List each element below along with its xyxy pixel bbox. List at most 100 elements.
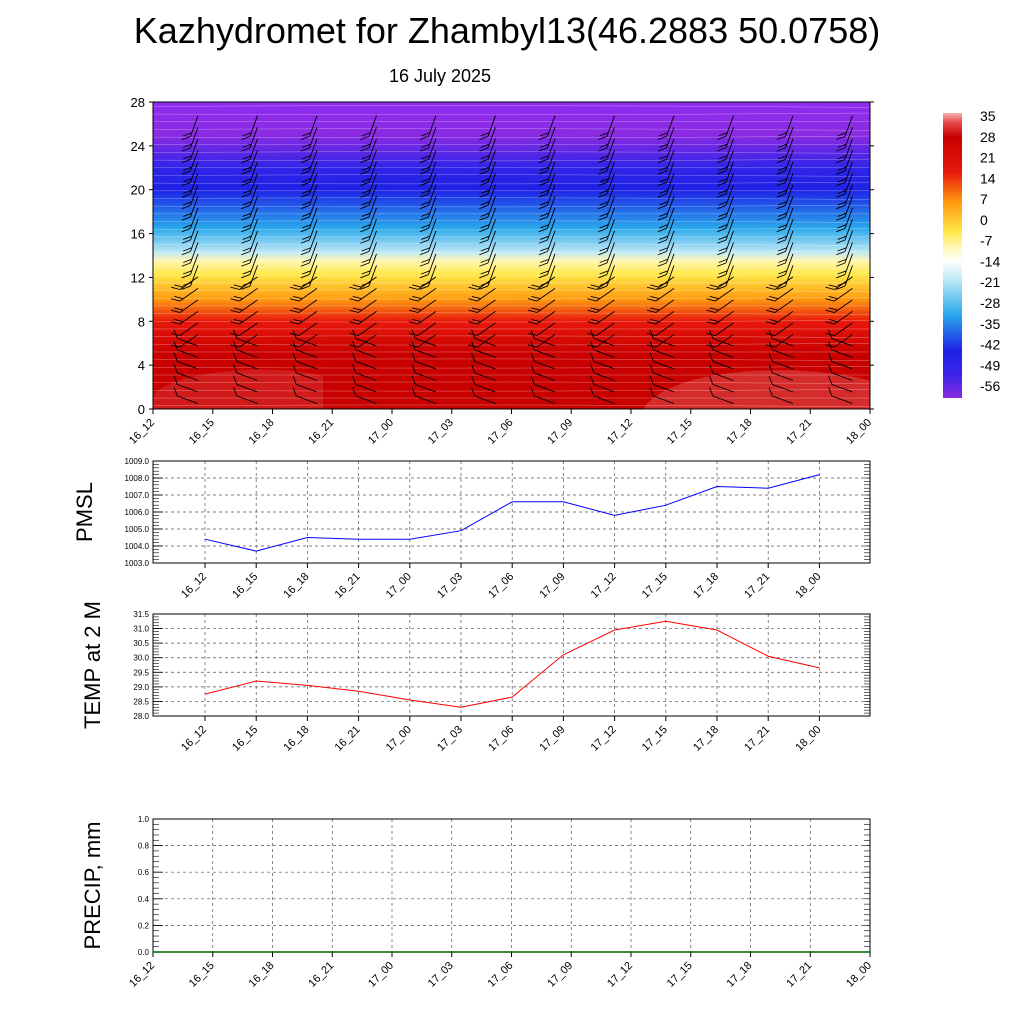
wind-barb	[170, 299, 199, 313]
wind-barb-flag	[352, 307, 362, 311]
x-tick-label: 17_00	[366, 417, 396, 447]
wind-barb	[657, 265, 675, 290]
wind-barb-flag	[361, 247, 371, 252]
wind-barb-flag	[599, 247, 609, 252]
wind-barb	[717, 173, 734, 198]
wind-barb	[530, 364, 556, 381]
wind-barb	[181, 127, 199, 152]
wind-barb-flag	[598, 251, 608, 256]
wind-barb	[598, 115, 615, 141]
wind-barb	[289, 299, 318, 313]
wind-barb-flag	[468, 298, 478, 302]
wind-barb-staff	[179, 334, 199, 348]
wind-barb	[230, 334, 258, 348]
wind-barb-flag	[657, 135, 667, 141]
wind-barb-staff	[236, 349, 258, 358]
wind-barb-flag	[778, 212, 788, 217]
wind-barb	[360, 161, 377, 187]
y-tick-label: 16	[131, 227, 145, 242]
wind-barb-flag	[300, 170, 310, 175]
wind-barb-flag	[349, 332, 359, 336]
wind-barb-flag	[480, 247, 490, 252]
wind-barb-flag	[765, 286, 776, 290]
contour-line	[152, 174, 871, 177]
contour-line	[152, 158, 871, 162]
wind-barb-flag	[718, 201, 728, 206]
wind-barb-flag	[718, 155, 728, 160]
wind-barb	[419, 242, 437, 267]
x-tick-label: 17_00	[384, 724, 414, 754]
colorbar-label: 14	[980, 170, 996, 186]
wind-barb	[349, 299, 377, 313]
wind-barb	[300, 196, 318, 221]
wind-barb-staff	[653, 395, 675, 404]
wind-barb	[776, 161, 794, 187]
wind-barb-staff	[831, 372, 853, 381]
wind-barb-flag	[836, 158, 846, 164]
wind-barb-flag	[183, 270, 193, 275]
wind-barb	[717, 138, 734, 164]
wind-barb-flag	[361, 270, 371, 275]
wind-barb-flag	[650, 295, 660, 300]
wind-barb	[241, 138, 258, 164]
wind-barb-flag	[657, 158, 667, 164]
wind-barb-flag	[778, 155, 788, 160]
wind-barb-flag	[233, 295, 243, 300]
wind-barb-flag	[170, 298, 181, 302]
wind-barb	[181, 253, 199, 279]
wind-barb-flag	[419, 285, 429, 290]
wind-barb-flag	[289, 309, 300, 313]
wind-barb	[241, 219, 258, 244]
wind-barb-flag	[540, 270, 550, 275]
wind-barb	[468, 299, 496, 313]
colorbar-label: 21	[980, 150, 996, 166]
wind-barb-flag	[302, 201, 312, 206]
x-tick-label: 17_18	[691, 571, 721, 601]
contour-line	[152, 266, 871, 269]
wind-barb-flag	[776, 193, 786, 198]
wind-barb	[352, 387, 377, 404]
wind-barb	[360, 230, 377, 256]
wind-barb	[289, 334, 318, 348]
wind-barb-flag	[717, 251, 727, 256]
wind-barb-flag	[361, 166, 371, 171]
wind-barb-flag	[659, 143, 669, 148]
wind-barb-flag	[419, 239, 429, 244]
wind-barb-flag	[778, 178, 788, 183]
wind-barb-flag	[170, 344, 181, 348]
contour-line	[152, 220, 871, 223]
wind-barb-flag	[717, 147, 727, 152]
wind-barb-flag	[480, 258, 490, 263]
wind-barb	[836, 115, 853, 141]
wind-barb-staff	[772, 361, 794, 370]
wind-barb-flag	[421, 143, 431, 148]
wind-barb-flag	[540, 178, 550, 183]
wind-barb	[360, 127, 377, 152]
wind-barb-flag	[706, 321, 716, 325]
x-tick-label: 17_06	[486, 417, 516, 447]
wind-barb	[706, 322, 734, 336]
contour-line	[152, 112, 871, 116]
wind-barb	[300, 161, 318, 187]
wind-barb-flag	[659, 247, 669, 252]
wind-barb-flag	[828, 284, 838, 288]
wind-barb-flag	[300, 158, 310, 164]
x-tick-label: 17_12	[605, 960, 635, 990]
wind-barb	[836, 230, 853, 256]
wind-barb	[530, 375, 556, 393]
wind-barb-flag	[836, 239, 846, 244]
wind-barb-flag	[709, 284, 719, 288]
wind-barb-flag	[471, 307, 481, 311]
wind-barb	[419, 219, 437, 244]
x-tick-label: 17_09	[537, 571, 567, 601]
wind-barb	[360, 138, 377, 164]
wind-barb-flag	[587, 286, 597, 290]
x-tick-label: 16_12	[127, 960, 157, 990]
wind-barb-flag	[300, 262, 310, 267]
wind-barb-flag	[836, 274, 846, 279]
wind-barb-flag	[706, 332, 716, 336]
wind-barb-flag	[352, 352, 357, 362]
wind-barb-flag	[242, 189, 252, 194]
wind-barb-flag	[650, 284, 660, 288]
wind-barb	[300, 219, 318, 244]
